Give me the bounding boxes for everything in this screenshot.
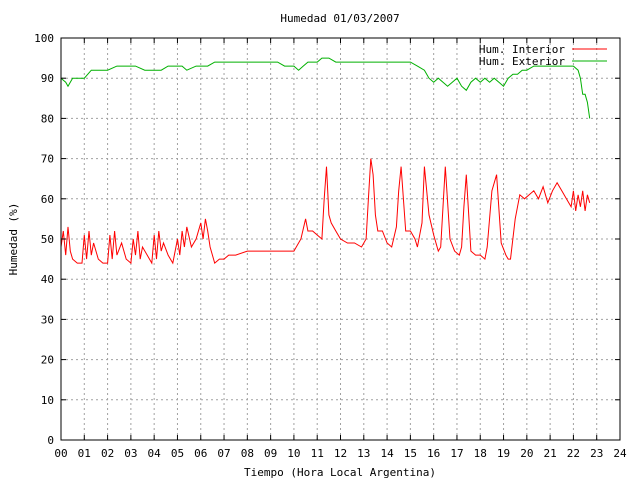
y-tick-label: 90 — [41, 72, 54, 85]
x-tick-label: 10 — [287, 447, 300, 460]
y-tick-label: 20 — [41, 354, 54, 367]
x-tick-label: 15 — [404, 447, 417, 460]
x-tick-label: 06 — [194, 447, 207, 460]
x-tick-label: 05 — [171, 447, 184, 460]
x-tick-label: 13 — [357, 447, 370, 460]
x-tick-label: 16 — [427, 447, 440, 460]
y-tick-label: 60 — [41, 193, 54, 206]
x-tick-label: 02 — [101, 447, 114, 460]
x-tick-label: 20 — [520, 447, 533, 460]
x-tick-label: 17 — [450, 447, 463, 460]
grid-lines — [61, 38, 620, 440]
x-tick-label: 22 — [567, 447, 580, 460]
x-tick-label: 14 — [380, 447, 394, 460]
series-line-interior — [60, 158, 591, 265]
y-tick-label: 10 — [41, 394, 54, 407]
x-axis-label: Tiempo (Hora Local Argentina) — [244, 466, 436, 479]
legend-label: Hum. Interior — [479, 43, 565, 56]
x-tick-label: 00 — [54, 447, 67, 460]
y-tick-label: 100 — [34, 32, 54, 45]
series-layer — [60, 57, 591, 265]
axis-ticks: 00 01 02 03 04 05 06 07 08 09 10 11 12 13 14 15 16 17 18 19… — [34, 32, 627, 460]
y-tick-label: 70 — [41, 153, 54, 166]
y-tick-label: 80 — [41, 112, 54, 125]
y-tick-label: 0 — [47, 434, 54, 447]
y-tick-label: 40 — [41, 273, 54, 286]
series-line-exterior — [60, 57, 591, 119]
x-tick-label: 07 — [217, 447, 230, 460]
x-tick-label: 19 — [497, 447, 510, 460]
x-tick-label: 09 — [264, 447, 277, 460]
legend-label: Hum. Exterior — [479, 55, 565, 68]
x-tick-label: 12 — [334, 447, 347, 460]
x-tick-label: 11 — [311, 447, 324, 460]
x-tick-label: 18 — [474, 447, 487, 460]
x-tick-label: 01 — [78, 447, 91, 460]
x-tick-label: 24 — [613, 447, 627, 460]
y-tick-label: 50 — [41, 233, 54, 246]
y-axis-label: Humedad (%) — [7, 203, 20, 276]
x-tick-label: 21 — [544, 447, 557, 460]
x-tick-label: 04 — [148, 447, 162, 460]
x-tick-label: 03 — [124, 447, 137, 460]
x-tick-label: 08 — [241, 447, 254, 460]
y-tick-label: 30 — [41, 313, 54, 326]
chart-title: Humedad 01/03/2007 — [280, 12, 399, 25]
x-tick-label: 23 — [590, 447, 603, 460]
